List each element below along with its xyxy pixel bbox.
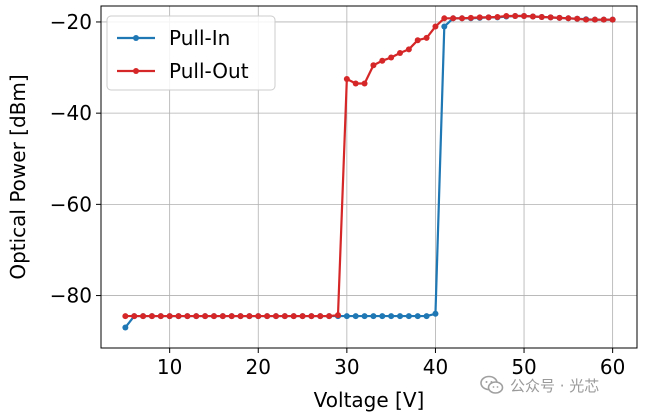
data-point bbox=[414, 37, 421, 44]
data-point bbox=[352, 313, 359, 320]
data-point bbox=[352, 80, 359, 87]
data-point bbox=[459, 15, 466, 22]
data-point bbox=[361, 80, 368, 87]
data-point bbox=[219, 313, 226, 320]
data-point bbox=[246, 313, 253, 320]
data-point bbox=[264, 313, 271, 320]
y-tick-label: −60 bbox=[50, 192, 92, 216]
wechat-icon bbox=[480, 375, 504, 394]
data-point bbox=[299, 313, 306, 320]
data-point bbox=[157, 313, 164, 320]
data-point bbox=[210, 313, 217, 320]
data-point bbox=[556, 14, 563, 21]
data-point bbox=[476, 14, 483, 21]
data-point bbox=[202, 313, 209, 320]
y-axis-label: Optical Power [dBm] bbox=[6, 74, 30, 279]
data-point bbox=[326, 313, 333, 320]
y-tick-label: −20 bbox=[50, 10, 92, 34]
y-tick-label: −80 bbox=[50, 284, 92, 308]
watermark-text: 公众号 · 光芯 bbox=[510, 376, 600, 395]
data-point bbox=[547, 14, 554, 21]
legend: Pull-In Pull-Out bbox=[106, 15, 276, 91]
data-point bbox=[591, 16, 598, 23]
legend-label: Pull-In bbox=[169, 26, 230, 50]
legend-item: Pull-Out bbox=[117, 59, 249, 83]
data-point bbox=[343, 313, 350, 320]
x-tick-label: 20 bbox=[246, 355, 271, 379]
x-tick-label: 30 bbox=[334, 355, 359, 379]
data-point bbox=[609, 16, 616, 23]
data-point bbox=[317, 313, 324, 320]
x-tick-label: 50 bbox=[511, 355, 536, 379]
x-tick-label: 10 bbox=[157, 355, 182, 379]
data-point bbox=[184, 313, 191, 320]
data-point bbox=[485, 14, 492, 21]
data-point bbox=[441, 15, 448, 22]
data-point bbox=[432, 23, 439, 30]
data-point bbox=[148, 313, 155, 320]
data-point bbox=[503, 13, 510, 20]
legend-marker bbox=[133, 68, 139, 74]
data-point bbox=[255, 313, 262, 320]
data-point bbox=[290, 313, 297, 320]
data-point bbox=[122, 313, 129, 320]
y-tick-label: −40 bbox=[50, 101, 92, 125]
data-point bbox=[467, 14, 474, 21]
series-pull-out bbox=[122, 13, 616, 320]
data-point bbox=[228, 313, 235, 320]
data-point bbox=[405, 313, 412, 320]
data-point bbox=[272, 313, 279, 320]
data-point bbox=[423, 313, 430, 320]
data-point bbox=[600, 16, 607, 23]
series-layer bbox=[122, 13, 616, 331]
data-point bbox=[397, 49, 404, 56]
x-tick-label: 60 bbox=[600, 355, 625, 379]
data-point bbox=[529, 13, 536, 20]
data-point bbox=[494, 13, 501, 20]
data-point bbox=[512, 13, 519, 20]
data-point bbox=[565, 15, 572, 22]
ticks: 10 20 30 40 50 60 −80 −60 −40 −20 bbox=[50, 10, 626, 379]
data-point bbox=[334, 312, 341, 319]
data-point bbox=[414, 313, 421, 320]
data-point bbox=[388, 54, 395, 61]
data-point bbox=[193, 313, 200, 320]
data-point bbox=[122, 324, 129, 331]
legend-marker bbox=[133, 35, 139, 41]
x-tick-label: 40 bbox=[423, 355, 448, 379]
legend-label: Pull-Out bbox=[169, 59, 249, 83]
data-point bbox=[166, 313, 173, 320]
data-point bbox=[343, 75, 350, 82]
data-point bbox=[397, 313, 404, 320]
data-point bbox=[237, 313, 244, 320]
data-point bbox=[379, 313, 386, 320]
legend-item: Pull-In bbox=[117, 26, 230, 50]
data-point bbox=[432, 310, 439, 317]
data-point bbox=[370, 62, 377, 69]
data-point bbox=[441, 23, 448, 30]
data-point bbox=[450, 15, 457, 22]
data-point bbox=[379, 57, 386, 64]
data-point bbox=[583, 16, 590, 23]
data-point bbox=[538, 13, 545, 20]
data-point bbox=[370, 313, 377, 320]
data-point bbox=[140, 313, 147, 320]
watermark: 公众号 · 光芯 bbox=[480, 368, 640, 402]
data-point bbox=[281, 313, 288, 320]
plot-frame bbox=[100, 5, 638, 349]
x-axis-label: Voltage [V] bbox=[314, 388, 425, 412]
data-point bbox=[521, 13, 528, 20]
data-point bbox=[405, 46, 412, 53]
data-point bbox=[308, 313, 315, 320]
data-point bbox=[423, 34, 430, 41]
data-point bbox=[574, 15, 581, 22]
data-point bbox=[361, 313, 368, 320]
data-point bbox=[131, 313, 138, 320]
data-point bbox=[175, 313, 182, 320]
data-point bbox=[388, 313, 395, 320]
